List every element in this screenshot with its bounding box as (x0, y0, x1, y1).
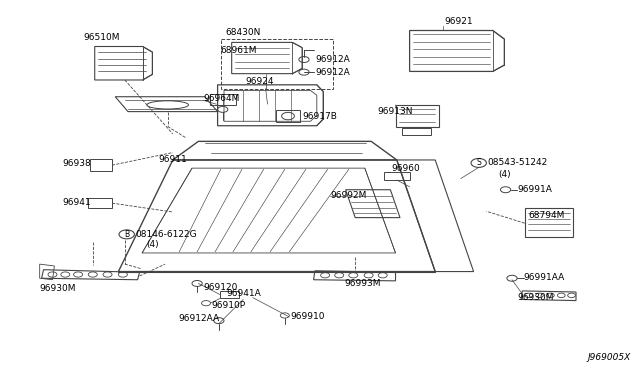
Text: 96938: 96938 (63, 159, 92, 168)
Text: 08146-6122G: 08146-6122G (136, 230, 197, 239)
Text: 68794M: 68794M (529, 211, 565, 219)
Text: 96921: 96921 (445, 17, 474, 26)
Text: 96924: 96924 (246, 77, 275, 86)
Text: 96912AA: 96912AA (178, 314, 219, 323)
Text: 96930M: 96930M (517, 293, 554, 302)
Text: 969910: 969910 (291, 312, 325, 321)
Text: 96913N: 96913N (378, 107, 413, 116)
Text: 96912A: 96912A (315, 68, 349, 77)
Text: 96993M: 96993M (344, 279, 381, 288)
Text: 68430N: 68430N (225, 28, 260, 37)
Text: 68961M: 68961M (221, 46, 257, 55)
Text: J969005X: J969005X (587, 353, 630, 362)
Text: 96991AA: 96991AA (524, 273, 564, 282)
Text: 96912A: 96912A (315, 55, 349, 64)
Text: 96941: 96941 (63, 198, 92, 207)
Text: 96960: 96960 (392, 164, 420, 173)
Text: 96917B: 96917B (302, 112, 337, 121)
Text: 96991A: 96991A (517, 185, 552, 194)
Text: (4): (4) (498, 170, 511, 179)
Text: 96510M: 96510M (83, 33, 120, 42)
Text: 96930M: 96930M (40, 284, 76, 293)
Text: 96910P: 96910P (211, 301, 245, 310)
Text: B: B (124, 230, 129, 239)
Text: S: S (476, 158, 481, 167)
Text: (4): (4) (146, 240, 159, 249)
Text: 96992M: 96992M (330, 191, 367, 200)
Text: 08543-51242: 08543-51242 (488, 158, 548, 167)
Text: 969120: 969120 (204, 283, 238, 292)
Text: 96964M: 96964M (204, 94, 240, 103)
Text: 96941A: 96941A (227, 289, 261, 298)
Text: 96911: 96911 (159, 155, 188, 164)
